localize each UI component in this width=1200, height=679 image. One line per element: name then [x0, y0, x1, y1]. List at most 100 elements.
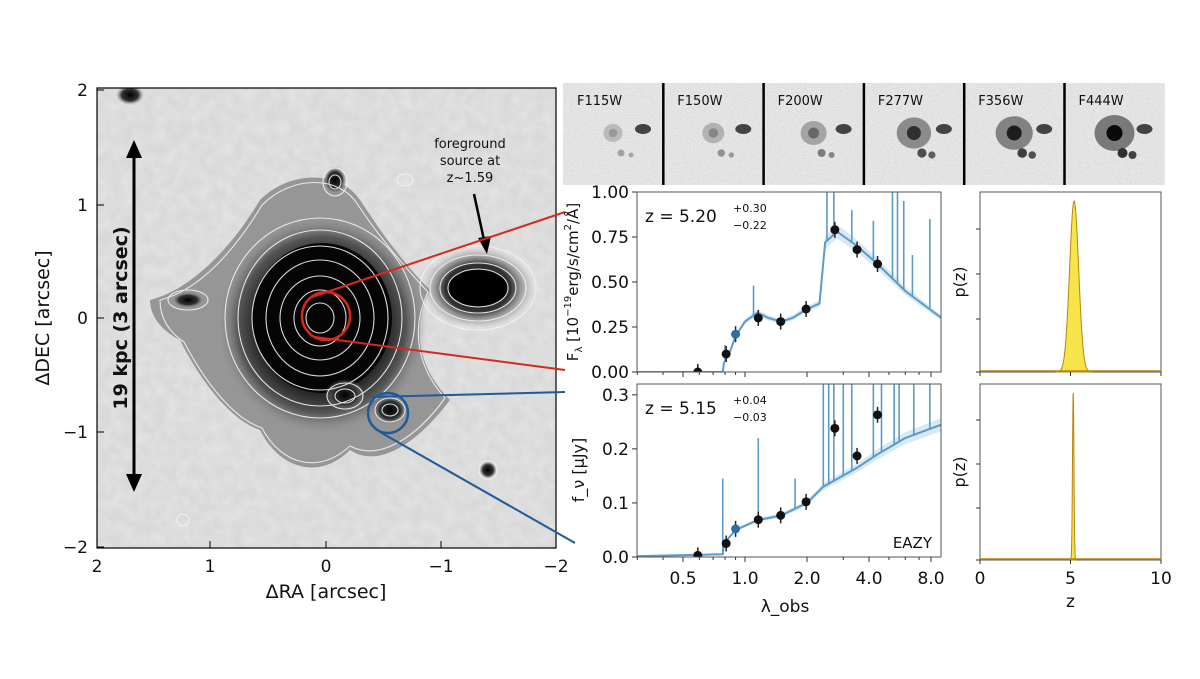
x-tick-label: 2	[92, 557, 103, 577]
y-tick-label: 0.3	[602, 386, 629, 406]
pz-y-label: p(z)	[950, 266, 969, 297]
photometry-point	[731, 524, 741, 534]
photometry-point	[830, 225, 840, 235]
x-tick-label: −1	[428, 557, 453, 577]
upper-error: +0.04	[733, 394, 767, 407]
contours	[159, 167, 537, 527]
connector-lines	[311, 211, 576, 544]
x-tick-label: 5	[1065, 569, 1076, 589]
x-tick-label: −2	[543, 557, 568, 577]
x-tick-label: 10	[1150, 569, 1172, 589]
annotation-line-2: source at	[440, 154, 500, 169]
arrow-down-icon	[126, 474, 142, 492]
pz-top-panel: p(z)	[950, 191, 1162, 376]
photometry-point	[693, 367, 703, 372]
upper-error: +0.30	[733, 202, 767, 215]
y-tick-label: −1	[63, 423, 88, 443]
photometry-point	[830, 423, 840, 433]
annotation-line-1: foreground	[434, 137, 506, 152]
cutout-label: F200W	[778, 94, 823, 109]
cutout-f277w: F277W	[862, 83, 965, 185]
photometry-point	[721, 349, 731, 359]
y-tick-label: −2	[63, 538, 88, 558]
y-tick-label: 0	[77, 309, 88, 329]
y-tick-label: 0.1	[602, 494, 629, 514]
cutout-f444w: F444W	[1063, 83, 1165, 185]
photometry-point	[693, 550, 703, 557]
cutout-label: F150W	[677, 94, 722, 109]
sed-bottom-y-label: f_ν [μJy]	[569, 438, 589, 503]
plot-area	[637, 384, 941, 557]
photometry-point	[753, 313, 763, 323]
photometry-point	[731, 329, 741, 339]
annotation-arrow	[472, 193, 486, 241]
y-tick-label: 0.0	[602, 548, 629, 568]
pz-x-label: z	[1066, 592, 1075, 612]
y-tick-label: 0.25	[591, 318, 629, 338]
arrow-up-icon	[126, 140, 142, 158]
lower-error: −0.22	[733, 219, 767, 232]
cutout-strip: F115W F150W F200W F277W F356W F444W	[563, 83, 1165, 185]
scale-bar-label: 19 kpc (3 arcsec)	[110, 226, 132, 409]
photometry-point	[753, 515, 763, 525]
lower-error: −0.03	[733, 411, 767, 424]
annotation-line-3: z~1.59	[447, 171, 494, 186]
x-tick-label: 0	[975, 569, 986, 589]
x-tick-label: 2.0	[793, 569, 820, 589]
blue-circle-companion	[366, 391, 410, 435]
photometry-point	[852, 451, 862, 461]
cutout-label: F277W	[878, 94, 923, 109]
photometry-point	[776, 510, 786, 520]
pz-y-label: p(z)	[950, 456, 969, 487]
photometry-point	[873, 410, 883, 420]
x-axis-label: ΔRA [arcsec]	[266, 581, 387, 603]
cutout-f150w: F150W	[662, 83, 764, 185]
x-tick-label: 0	[321, 557, 332, 577]
y-tick-label: 1	[77, 196, 88, 216]
pz-distribution	[1069, 392, 1077, 561]
cutout-f356w: F356W	[962, 83, 1065, 185]
cutout-label: F115W	[577, 94, 622, 109]
plot-frame	[979, 383, 1162, 561]
photometry-point	[801, 497, 811, 507]
cutout-f200w: F200W	[762, 83, 864, 185]
image-panel: 19 kpc (3 arcsec) foreground source at z…	[32, 81, 569, 603]
plot-area	[637, 192, 941, 372]
sed-panels: 0.000.250.500.751.00z = 5.20 +0.30−0.22Fλ…	[563, 183, 1172, 617]
redshift-annotation: z = 5.20	[645, 207, 717, 227]
cutout-f115w: F115W	[563, 83, 664, 185]
y-tick-label: 0.00	[591, 363, 629, 383]
sed-bottom-panel: 0.0 0.1 0.2 0.3 z = 5.15 +0.04 −0.03 f_ν [μJy] 0…	[569, 383, 945, 617]
cutout-label: F356W	[978, 94, 1023, 109]
photometry-point	[873, 259, 883, 269]
eazy-label: EAZY	[893, 534, 933, 552]
redshift-annotation: z = 5.15	[645, 399, 717, 419]
x-tick-label: 8.0	[917, 569, 944, 589]
pz-bottom-panel: p(z) 0 5 10 z	[950, 383, 1172, 612]
photometry-point	[801, 304, 811, 314]
y-tick-label: 1.00	[591, 183, 629, 203]
sed-x-label: λ_obs	[761, 597, 810, 617]
model-uncertainty-band	[637, 418, 941, 557]
x-tick-label: 1.0	[731, 569, 758, 589]
sed-top-y-label: Fλ [10−19erg/s/cm2/Å]	[563, 203, 585, 361]
y-tick-label: 0.75	[591, 228, 629, 248]
photometry-point	[721, 538, 731, 548]
y-tick-label: 2	[77, 81, 88, 101]
x-tick-label: 4.0	[855, 569, 882, 589]
sed-top-panel: 0.00 0.25 0.50 0.75 1.00 z = 5.20 +0.30 −0.22 Fλ…	[563, 183, 942, 383]
y-tick-label: 0.50	[591, 273, 629, 293]
y-axis-label: ΔDEC [arcsec]	[32, 250, 54, 385]
pz-distribution	[1055, 199, 1093, 373]
x-tick-label: 0.5	[669, 569, 696, 589]
cutout-label: F444W	[1079, 94, 1124, 109]
plot-frame	[636, 383, 942, 558]
photometry-point	[852, 245, 862, 255]
x-tick-label: 1	[205, 557, 216, 577]
y-tick-label: 0.2	[602, 440, 629, 460]
photometry-point	[776, 317, 786, 327]
scale-bar	[126, 140, 142, 492]
galaxy-image: 19 kpc (3 arcsec) foreground source at z…	[97, 88, 556, 548]
